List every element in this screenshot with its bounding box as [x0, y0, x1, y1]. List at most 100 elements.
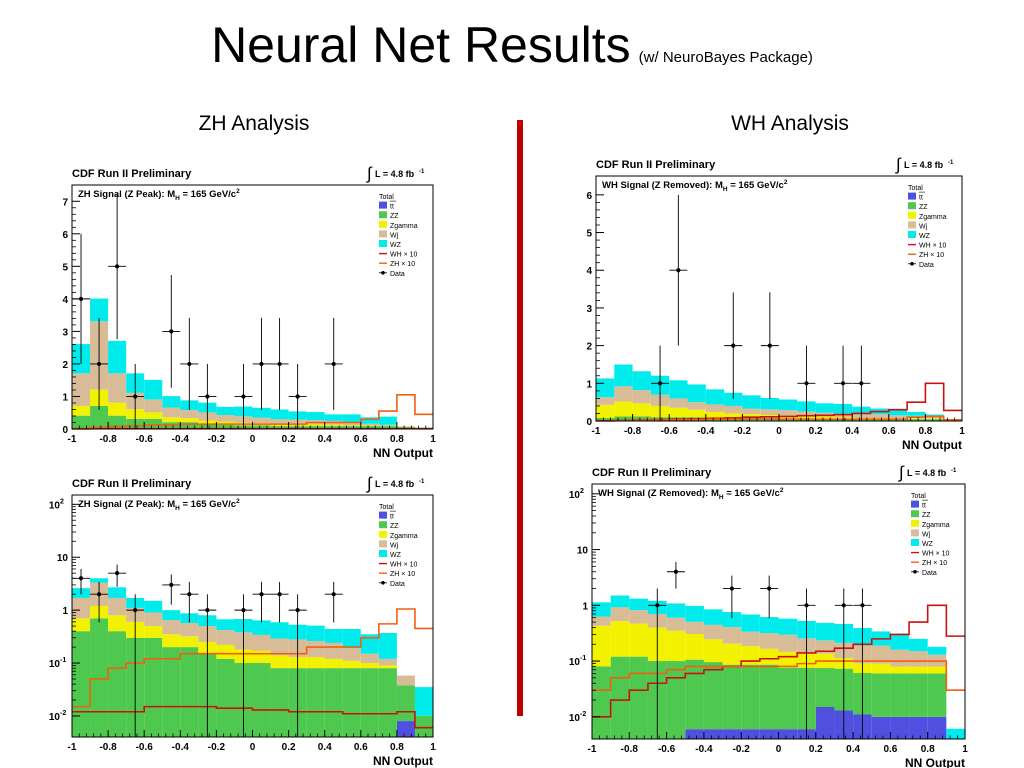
y-tick-label: 3 [62, 327, 68, 338]
legend-entry: Total [911, 493, 926, 500]
legend-swatch-wz [911, 539, 919, 546]
bar-zz [180, 422, 199, 429]
bar-ttbar [778, 729, 798, 739]
bar-zgamma [216, 421, 235, 425]
bar-wj [722, 627, 742, 644]
x-tick-label: 0.6 [354, 742, 368, 753]
luminosity-exponent: -1 [948, 160, 954, 166]
data-point-marker [205, 608, 210, 613]
data-point [90, 317, 109, 410]
bar-wj [396, 675, 415, 686]
data-point-marker [169, 329, 174, 334]
bar-ttbar [759, 729, 779, 739]
legend-entry: Zgamma [908, 211, 947, 221]
bar-ttbar [703, 729, 723, 739]
legend-data-marker [381, 271, 385, 275]
legend-entry: ZH × 10 [908, 252, 944, 259]
bar-wz [378, 416, 397, 425]
legend-label: ZZ [919, 204, 928, 211]
experiment-label: CDF Run II Preliminary [72, 478, 192, 490]
luminosity-exponent: -1 [419, 169, 425, 175]
legend-label: WZ [390, 552, 402, 559]
bar-zgamma [360, 663, 379, 669]
bar-wj [180, 623, 199, 637]
data-point-marker [767, 343, 772, 348]
data-point-marker [331, 361, 336, 367]
legend-label: WH × 10 [390, 562, 418, 569]
bar-wj [871, 645, 891, 664]
legend-label: ZH × 10 [919, 252, 944, 259]
slide-title-row: Neural Net Results (w/ NeuroBayes Package… [0, 16, 1024, 74]
data-point-marker [78, 576, 84, 581]
y-tick-exponent: -1 [60, 657, 66, 664]
legend-label: Total [908, 185, 923, 192]
x-tick-label: -0.4 [695, 744, 713, 755]
y-tick-label: 10 [569, 657, 581, 668]
legend-label: ZH × 10 [922, 560, 947, 567]
legend-swatch-zz [379, 211, 387, 219]
x-tick-label: 0.6 [354, 434, 368, 445]
data-point-marker [860, 603, 865, 608]
bar-zgamma [629, 623, 648, 657]
bar-wj [685, 621, 704, 634]
x-tick-label: 0.8 [390, 742, 404, 753]
legend-swatch-ttbar [379, 511, 387, 519]
bar-zz [252, 425, 271, 429]
bar-zgamma [909, 666, 928, 674]
legend-entry: tt [908, 191, 925, 202]
bar-wz [144, 600, 163, 613]
data-point-marker [657, 381, 663, 386]
bar-wj [632, 390, 651, 404]
wh-log-histogram: CDF Run II Preliminary ∫ L = 4.8 fb -1 -1 -0.… [569, 463, 968, 768]
data-point [126, 363, 145, 429]
bar-wj [324, 642, 343, 659]
bar-wz [742, 395, 761, 409]
bar-zgamma [252, 650, 271, 664]
legend-label: WH × 10 [390, 252, 418, 259]
data-point-marker [767, 586, 772, 591]
x-tick-label: -1 [68, 434, 77, 445]
data-point-marker [331, 592, 336, 597]
zh-signal-line [592, 660, 965, 692]
wh-analysis-heading: WH Analysis [731, 112, 849, 135]
x-tick-label: 1 [962, 744, 968, 755]
zh-signal-line [72, 608, 433, 708]
bar-wj [108, 597, 127, 616]
x-tick-label: 0.2 [809, 744, 823, 755]
x-tick-label: 0.8 [921, 744, 935, 755]
y-tick-label: 4 [586, 266, 592, 277]
y-tick-label: 0 [586, 417, 592, 428]
plot-title: ZH Signal (Z Peak): MH = 165 GeV/c2 [78, 188, 240, 202]
bar-wj [342, 648, 361, 661]
legend-entry: WZ [908, 231, 931, 240]
x-tick-label: -0.2 [733, 744, 751, 755]
bar-zgamma [925, 418, 944, 420]
bar-wz [360, 417, 379, 424]
bar-wz [779, 399, 798, 411]
legend-entry: ZZ [379, 521, 399, 530]
bar-wz [759, 617, 779, 634]
y-tick-label: 1 [586, 379, 592, 390]
bar-wj [760, 409, 779, 415]
bar-zz [108, 631, 127, 737]
y-tick-label: 6 [586, 191, 592, 202]
data-point-marker [840, 381, 846, 386]
bar-zz [815, 668, 835, 707]
legend-label: tt [390, 204, 394, 211]
y-tick-label: 10 [49, 659, 61, 670]
data-point [108, 564, 127, 587]
luminosity-label: L = 4.8 fb [375, 169, 415, 179]
x-tick-label: -0.8 [621, 744, 639, 755]
legend-label: WH × 10 [922, 551, 950, 558]
bar-wz [252, 620, 271, 635]
bar-zgamma [890, 666, 910, 674]
bar-wj [703, 624, 723, 640]
legend-label: Total [379, 194, 394, 201]
bar-wz [216, 619, 235, 631]
zh-signal-line [596, 415, 962, 422]
bar-zz [592, 666, 611, 739]
bar-ttbar [871, 716, 891, 739]
bar-zgamma [815, 416, 834, 419]
bar-wz [741, 614, 760, 632]
x-tick-label: 0.4 [846, 744, 860, 755]
